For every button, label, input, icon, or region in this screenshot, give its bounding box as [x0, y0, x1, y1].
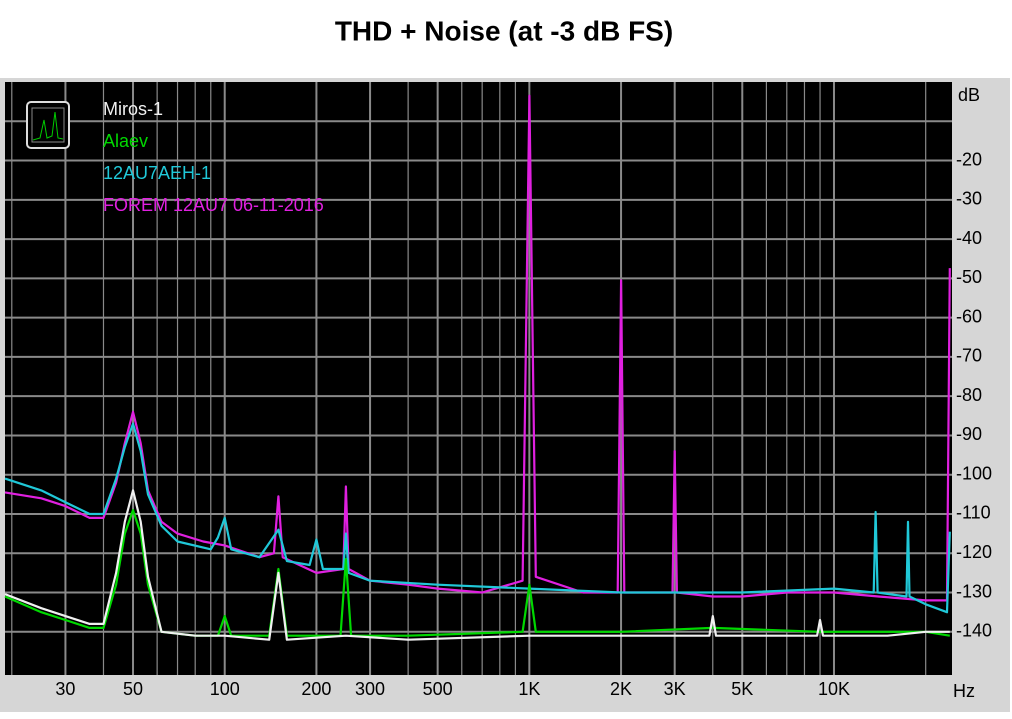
y-tick-label: -90 — [956, 424, 982, 444]
legend-label: FOREM 12AU7 06-11-2016 — [103, 195, 324, 215]
y-tick-label: -80 — [956, 385, 982, 405]
y-tick-label: -50 — [956, 267, 982, 287]
y-tick-label: -120 — [956, 542, 992, 562]
y-tick-label: -140 — [956, 621, 992, 641]
chart-title: THD + Noise (at -3 dB FS) — [335, 15, 673, 46]
x-tick-label: 2K — [610, 679, 632, 699]
series-line — [4, 422, 951, 614]
x-tick-label: 30 — [55, 679, 75, 699]
y-tick-label: -70 — [956, 346, 982, 366]
legend-icon — [26, 101, 70, 149]
series-line — [4, 94, 951, 602]
x-unit: Hz — [953, 681, 975, 701]
x-tick-label: 100 — [210, 679, 240, 699]
x-tick-label: 200 — [301, 679, 331, 699]
x-tick-label: 1K — [518, 679, 540, 699]
legend-label: Alaev — [103, 131, 148, 151]
y-unit: dB — [958, 85, 980, 105]
x-tick-label: 50 — [123, 679, 143, 699]
legend: Miros-1 Alaev 12AU7AEH-1 FOREM 12AU7 06-11-… — [103, 99, 324, 215]
x-tick-label: 10K — [818, 679, 850, 699]
plot-area — [5, 82, 952, 675]
y-tick-label: -30 — [956, 189, 982, 209]
y-tick-label: -100 — [956, 463, 992, 483]
lines — [4, 94, 951, 641]
y-tick-label: -130 — [956, 581, 992, 601]
x-tick-label: 500 — [423, 679, 453, 699]
series-line — [4, 489, 950, 641]
x-tick-label: 3K — [664, 679, 686, 699]
legend-label: 12AU7AEH-1 — [103, 163, 211, 183]
series-line — [4, 509, 950, 637]
legend-label: Miros-1 — [103, 99, 163, 119]
x-tick-label: 300 — [355, 679, 385, 699]
y-tick-label: -60 — [956, 306, 982, 326]
y-tick-label: -110 — [956, 503, 991, 523]
y-tick-label: -20 — [956, 149, 982, 169]
y-tick-label: -40 — [956, 228, 982, 248]
x-tick-label: 5K — [731, 679, 753, 699]
